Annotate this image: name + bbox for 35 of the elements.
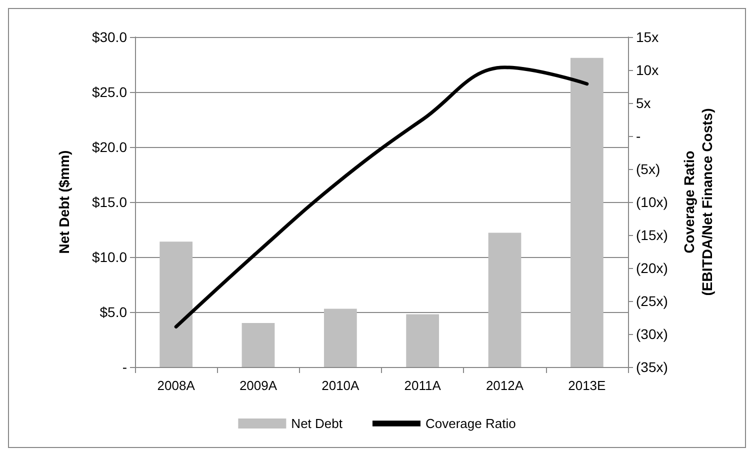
bar (160, 242, 193, 367)
y2-tick-label: (5x) (636, 161, 660, 177)
y-tick-label: $20.0 (92, 139, 128, 155)
y-tick-label: $25.0 (92, 84, 128, 100)
bar (570, 58, 604, 367)
y2-tick-label: 10x (636, 62, 659, 78)
bar (406, 314, 440, 367)
y2-axis-title: Coverage Ratio (EBITDA/Net Finance Costs) (681, 108, 715, 296)
x-tick-label: 2013E (568, 378, 606, 393)
y-tick-label: $15.0 (92, 194, 128, 210)
y2-tick-label: (20x) (636, 260, 668, 276)
y-tick-label: $30.0 (92, 29, 128, 45)
bar (488, 232, 522, 367)
y-tick-label: - (122, 359, 128, 375)
x-tick-label: 2010A (322, 378, 360, 393)
y-tick-label: $10.0 (92, 249, 128, 265)
y2-tick-label: 5x (636, 95, 651, 111)
line-series (174, 66, 589, 328)
y-axis-title: Net Debt ($mm) (56, 150, 72, 254)
x-tick-label: 2012A (486, 378, 524, 393)
y2-tick-label: (25x) (636, 293, 668, 309)
bar (242, 323, 275, 367)
y2-tick-label: (15x) (636, 227, 668, 243)
legend-label: Coverage Ratio (425, 416, 516, 431)
y2-tick-label: (30x) (636, 326, 668, 342)
x-tick-label: 2008A (157, 378, 196, 393)
y2-tick-label: - (636, 128, 641, 144)
x-tick-label: 2011A (404, 378, 442, 393)
bar (324, 308, 357, 367)
legend-label: Net Debt (291, 416, 343, 431)
y2-tick-label: 15x (636, 29, 659, 45)
y2-tick-label: (35x) (636, 359, 668, 375)
y2-tick-label: (10x) (636, 194, 668, 210)
y-tick-label: $5.0 (100, 304, 128, 320)
x-tick-label: 2009A (239, 378, 278, 393)
